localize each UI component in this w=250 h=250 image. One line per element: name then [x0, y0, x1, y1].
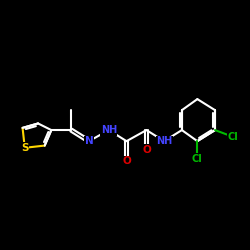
Text: N: N — [84, 136, 93, 146]
Text: NH: NH — [101, 125, 117, 135]
Text: Cl: Cl — [192, 154, 203, 164]
Text: NH: NH — [156, 136, 172, 146]
Text: S: S — [21, 143, 28, 153]
Text: O: O — [142, 145, 151, 155]
Text: O: O — [122, 156, 131, 166]
Text: Cl: Cl — [227, 132, 238, 142]
